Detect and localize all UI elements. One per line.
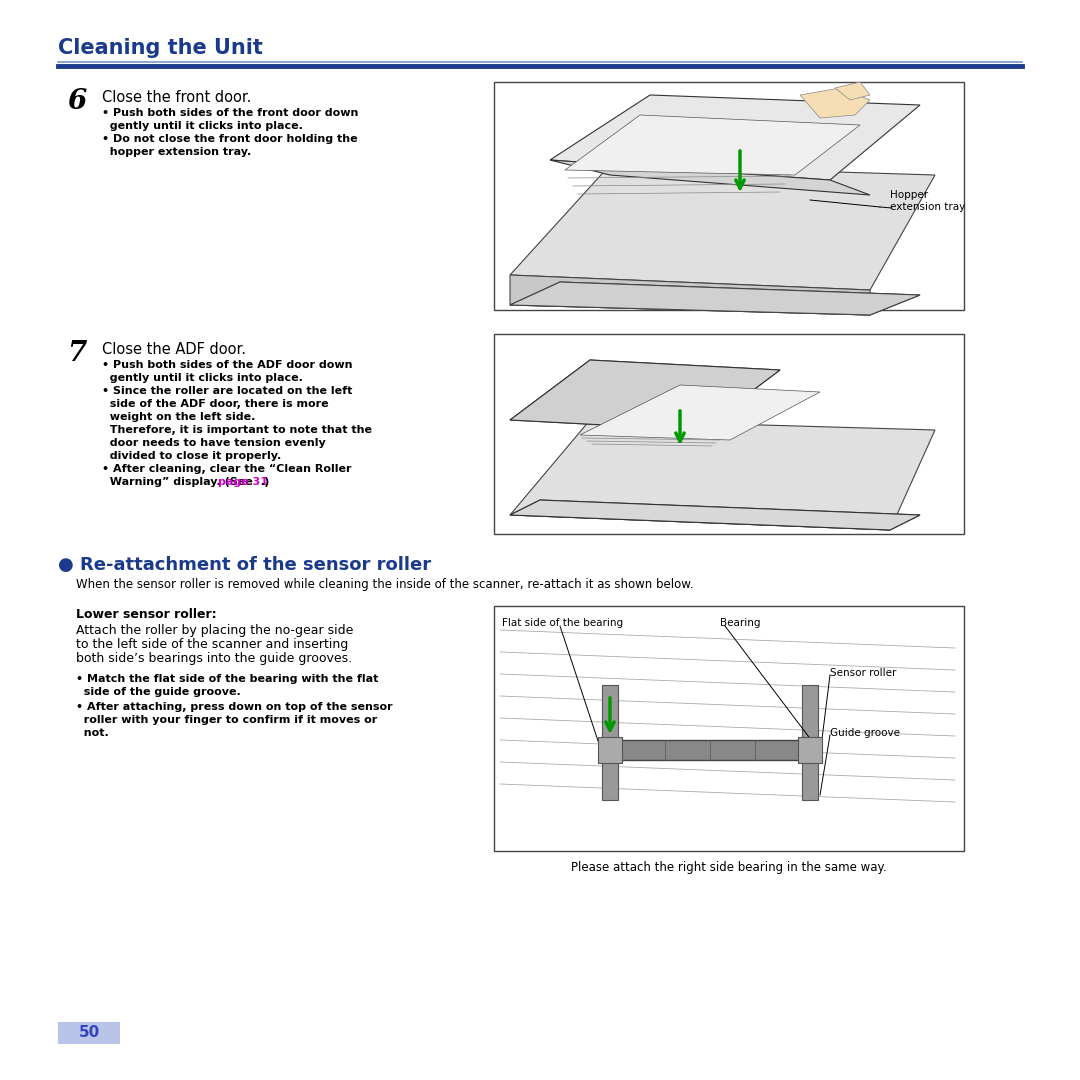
Text: Close the ADF door.: Close the ADF door. bbox=[102, 342, 246, 357]
Polygon shape bbox=[835, 82, 870, 100]
Text: .): .) bbox=[261, 477, 270, 487]
Text: Flat side of the bearing: Flat side of the bearing bbox=[502, 618, 623, 627]
Polygon shape bbox=[510, 420, 935, 530]
Bar bbox=[610, 740, 810, 760]
Text: 7: 7 bbox=[67, 340, 86, 367]
Polygon shape bbox=[510, 500, 920, 530]
Bar bbox=[602, 685, 618, 800]
Text: gently until it clicks into place.: gently until it clicks into place. bbox=[102, 121, 302, 131]
Text: When the sensor roller is removed while cleaning the inside of the scanner, re-a: When the sensor roller is removed while … bbox=[76, 578, 693, 591]
Polygon shape bbox=[510, 275, 870, 315]
Text: • Push both sides of the ADF door down: • Push both sides of the ADF door down bbox=[102, 360, 352, 370]
Text: • After attaching, press down on top of the sensor: • After attaching, press down on top of … bbox=[76, 702, 393, 712]
Text: Hopper
extension tray: Hopper extension tray bbox=[890, 190, 966, 212]
Polygon shape bbox=[510, 360, 780, 430]
Text: Sensor roller: Sensor roller bbox=[831, 669, 896, 678]
Polygon shape bbox=[580, 384, 820, 440]
Text: • Since the roller are located on the left: • Since the roller are located on the le… bbox=[102, 386, 352, 396]
Polygon shape bbox=[510, 500, 920, 530]
Text: Guide groove: Guide groove bbox=[831, 728, 900, 738]
Bar bbox=[798, 737, 822, 762]
Text: side of the guide groove.: side of the guide groove. bbox=[76, 687, 241, 697]
Polygon shape bbox=[550, 95, 920, 180]
Text: Bearing: Bearing bbox=[720, 618, 760, 627]
Text: Cleaning the Unit: Cleaning the Unit bbox=[58, 38, 262, 58]
Polygon shape bbox=[510, 165, 935, 291]
Text: to the left side of the scanner and inserting: to the left side of the scanner and inse… bbox=[76, 638, 348, 651]
Polygon shape bbox=[510, 282, 920, 315]
Polygon shape bbox=[565, 114, 860, 175]
Text: Therefore, it is important to note that the: Therefore, it is important to note that … bbox=[102, 426, 372, 435]
Text: not.: not. bbox=[76, 728, 109, 738]
Bar bbox=[802, 685, 818, 800]
Bar bbox=[494, 82, 964, 310]
Text: Close the front door.: Close the front door. bbox=[102, 90, 252, 105]
Polygon shape bbox=[800, 87, 870, 118]
Polygon shape bbox=[550, 160, 870, 195]
Text: divided to close it properly.: divided to close it properly. bbox=[102, 451, 281, 461]
Text: • Match the flat side of the bearing with the flat: • Match the flat side of the bearing wit… bbox=[76, 674, 378, 684]
Text: Please attach the right side bearing in the same way.: Please attach the right side bearing in … bbox=[571, 861, 887, 874]
Bar bbox=[494, 606, 964, 851]
Text: hopper extension tray.: hopper extension tray. bbox=[102, 147, 252, 157]
Text: • Do not close the front door holding the: • Do not close the front door holding th… bbox=[102, 134, 357, 144]
Text: page 31: page 31 bbox=[218, 477, 268, 487]
Text: 6: 6 bbox=[67, 87, 86, 114]
Text: Lower sensor roller:: Lower sensor roller: bbox=[76, 608, 217, 621]
Text: weight on the left side.: weight on the left side. bbox=[102, 411, 255, 422]
Polygon shape bbox=[510, 360, 780, 430]
Bar bbox=[598, 737, 622, 762]
Polygon shape bbox=[510, 282, 920, 315]
Text: both side’s bearings into the guide grooves.: both side’s bearings into the guide groo… bbox=[76, 652, 352, 665]
Text: • After cleaning, clear the “Clean Roller: • After cleaning, clear the “Clean Rolle… bbox=[102, 464, 351, 474]
Text: door needs to have tension evenly: door needs to have tension evenly bbox=[102, 438, 326, 448]
Bar bbox=[494, 334, 964, 534]
Text: side of the ADF door, there is more: side of the ADF door, there is more bbox=[102, 399, 328, 409]
Bar bbox=[58, 1022, 120, 1044]
Text: ● Re-attachment of the sensor roller: ● Re-attachment of the sensor roller bbox=[58, 556, 431, 573]
Text: roller with your finger to confirm if it moves or: roller with your finger to confirm if it… bbox=[76, 715, 377, 725]
Text: gently until it clicks into place.: gently until it clicks into place. bbox=[102, 373, 302, 383]
Text: Attach the roller by placing the no-gear side: Attach the roller by placing the no-gear… bbox=[76, 624, 353, 637]
Text: • Push both sides of the front door down: • Push both sides of the front door down bbox=[102, 108, 359, 118]
Text: Warning” display. (See: Warning” display. (See bbox=[102, 477, 257, 487]
Text: 50: 50 bbox=[79, 1025, 99, 1040]
